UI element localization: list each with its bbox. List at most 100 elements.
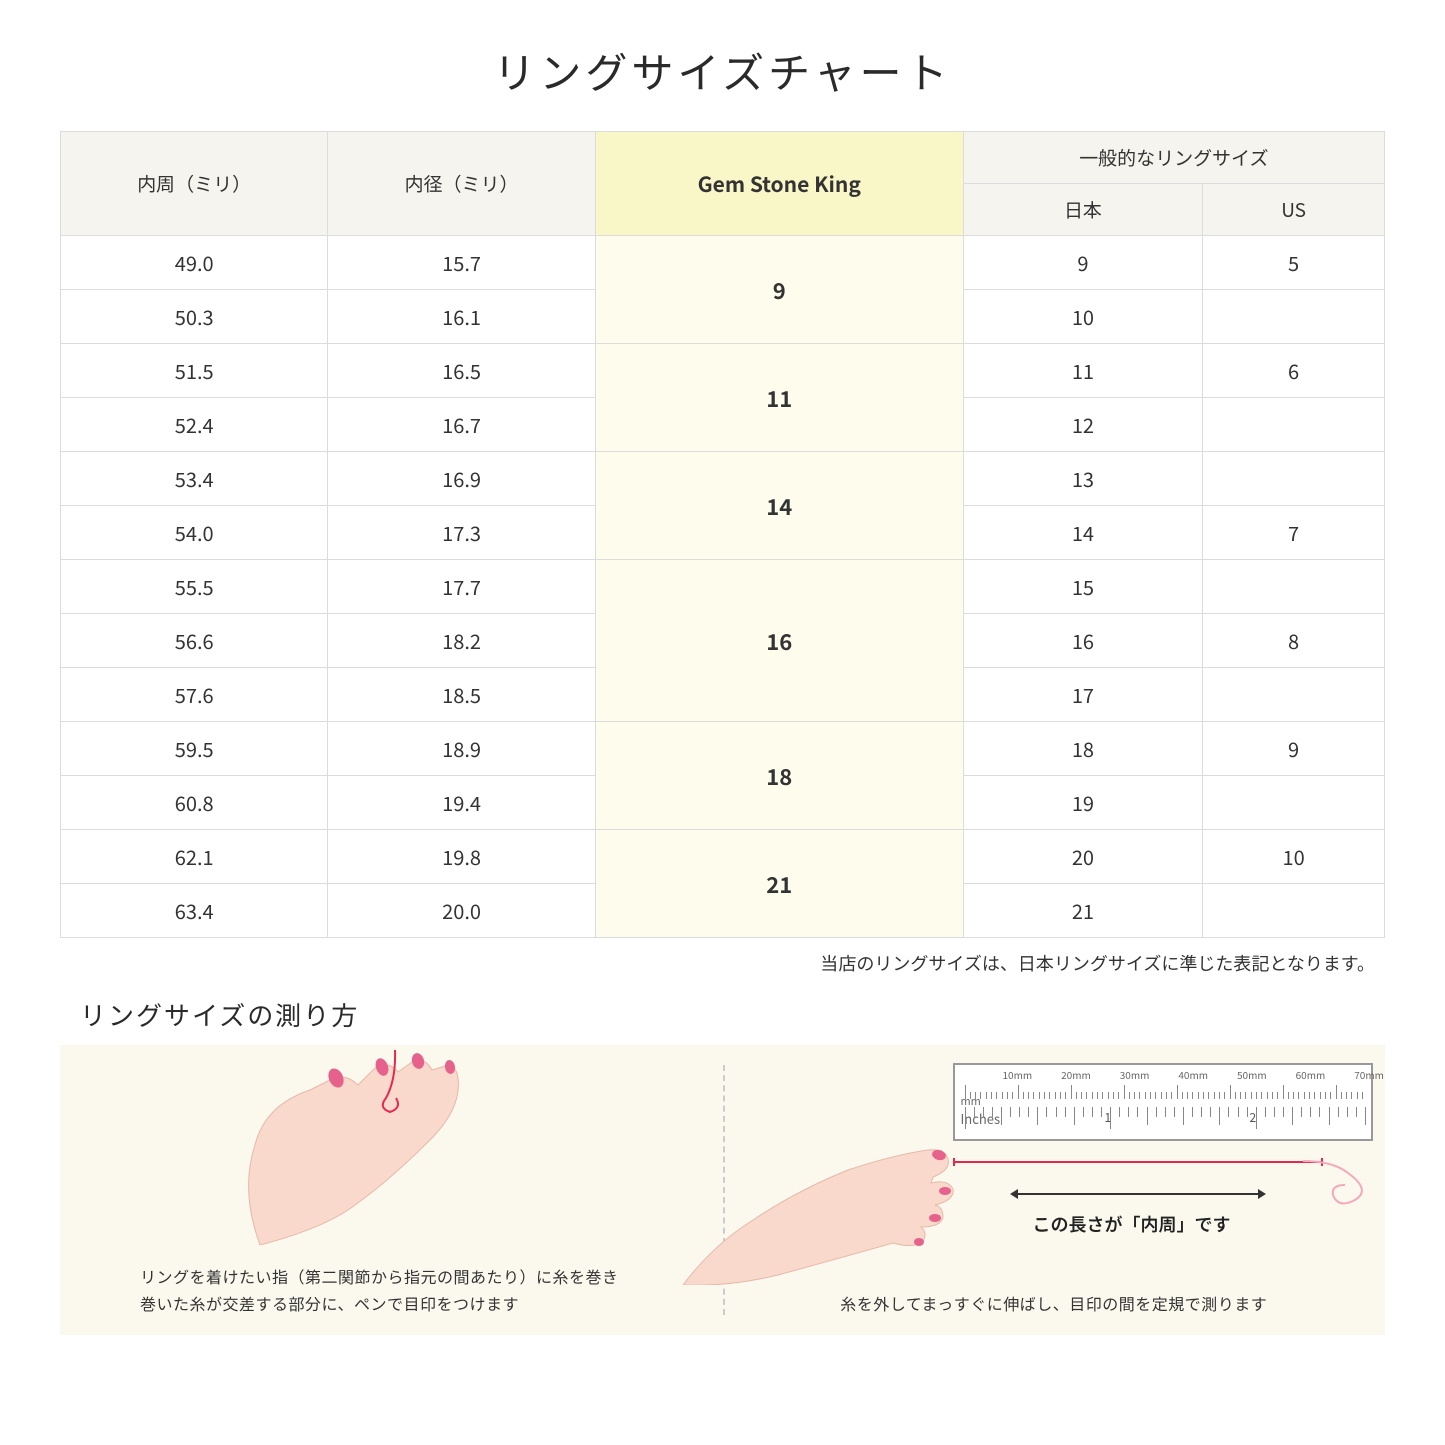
thread-swirl-icon: [1303, 1153, 1383, 1213]
cell-gsk: 11: [595, 344, 963, 452]
hand-pinch-icon: [683, 1115, 963, 1290]
cell-diameter: 19.4: [328, 776, 595, 830]
cell-japan: 18: [963, 722, 1202, 776]
instruction-panel: リングを着けたい指（第二関節から指元の間あたり）に糸を巻き 巻いた糸が交差する部…: [60, 1045, 1385, 1335]
hand-wrap-icon: [180, 1050, 500, 1250]
cell-circumference: 52.4: [61, 398, 328, 452]
cell-diameter: 17.7: [328, 560, 595, 614]
cell-us: [1203, 884, 1385, 938]
cell-us: 7: [1203, 506, 1385, 560]
cell-gsk: 14: [595, 452, 963, 560]
cell-circumference: 63.4: [61, 884, 328, 938]
table-row: 49.015.7995: [61, 236, 1385, 290]
instruction-left-caption: リングを着けたい指（第二関節から指元の間あたり）に糸を巻き 巻いた糸が交差する部…: [90, 1263, 693, 1317]
cell-gsk: 9: [595, 236, 963, 344]
cell-japan: 14: [963, 506, 1202, 560]
cell-us: 5: [1203, 236, 1385, 290]
cell-japan: 11: [963, 344, 1202, 398]
cell-diameter: 16.7: [328, 398, 595, 452]
instruction-left: リングを着けたい指（第二関節から指元の間あたり）に糸を巻き 巻いた糸が交差する部…: [60, 1045, 723, 1335]
cell-circumference: 50.3: [61, 290, 328, 344]
cell-us: [1203, 452, 1385, 506]
ruler-mm-labels: 10mm 20mm 30mm 40mm 50mm 60mm 70mm: [1003, 1067, 1384, 1082]
ruler-group: 10mm 20mm 30mm 40mm 50mm 60mm 70mm mm In…: [953, 1063, 1373, 1141]
cell-circumference: 54.0: [61, 506, 328, 560]
cell-us: [1203, 290, 1385, 344]
ring-size-table: 内周（ミリ） 内径（ミリ） Gem Stone King 一般的なリングサイズ …: [60, 131, 1385, 938]
cell-us: 9: [1203, 722, 1385, 776]
cell-japan: 10: [963, 290, 1202, 344]
ruler-mm-40: 40mm: [1178, 1067, 1208, 1082]
instruction-right-caption: 糸を外してまっすぐに伸ばし、目印の間を定規で測ります: [753, 1290, 1356, 1317]
cell-gsk: 18: [595, 722, 963, 830]
cell-diameter: 16.5: [328, 344, 595, 398]
cell-diameter: 16.9: [328, 452, 595, 506]
cell-circumference: 56.6: [61, 614, 328, 668]
th-diameter: 内径（ミリ）: [328, 132, 595, 236]
table-row: 55.517.71615: [61, 560, 1385, 614]
cell-circumference: 57.6: [61, 668, 328, 722]
cell-us: 6: [1203, 344, 1385, 398]
cell-gsk: 21: [595, 830, 963, 938]
ruler-mm-50: 50mm: [1237, 1067, 1267, 1082]
ruler-mm-60: 60mm: [1296, 1067, 1326, 1082]
cell-japan: 15: [963, 560, 1202, 614]
cell-japan: 13: [963, 452, 1202, 506]
th-circumference: 内周（ミリ）: [61, 132, 328, 236]
cell-us: 8: [1203, 614, 1385, 668]
cell-us: [1203, 668, 1385, 722]
cell-circumference: 51.5: [61, 344, 328, 398]
cell-japan: 16: [963, 614, 1202, 668]
measure-heading: リングサイズの測り方: [60, 996, 1385, 1033]
cell-gsk: 16: [595, 560, 963, 722]
cell-circumference: 49.0: [61, 236, 328, 290]
ruler-mm-20: 20mm: [1061, 1067, 1091, 1082]
ruler-mm-30: 30mm: [1120, 1067, 1150, 1082]
cell-circumference: 53.4: [61, 452, 328, 506]
ruler-mm-70: 70mm: [1354, 1067, 1384, 1082]
cell-circumference: 55.5: [61, 560, 328, 614]
table-row: 62.119.8212010: [61, 830, 1385, 884]
cell-us: [1203, 398, 1385, 452]
cell-japan: 20: [963, 830, 1202, 884]
ruler-in-1: 1: [1105, 1109, 1112, 1126]
cell-us: [1203, 776, 1385, 830]
instruction-left-line2: 巻いた糸が交差する部分に、ペンで目印をつけます: [140, 1291, 519, 1315]
table-row: 53.416.91413: [61, 452, 1385, 506]
th-general: 一般的なリングサイズ: [963, 132, 1384, 184]
thread-line-icon: [953, 1161, 1323, 1163]
cell-circumference: 60.8: [61, 776, 328, 830]
cell-diameter: 20.0: [328, 884, 595, 938]
table-note: 当店のリングサイズは、日本リングサイズに準じた表記となります。: [60, 950, 1385, 976]
th-gsk: Gem Stone King: [595, 132, 963, 236]
measure-arrow-icon: [1013, 1193, 1263, 1195]
table-body: 49.015.799550.316.11051.516.51111652.416…: [61, 236, 1385, 938]
cell-circumference: 62.1: [61, 830, 328, 884]
cell-japan: 21: [963, 884, 1202, 938]
cell-japan: 17: [963, 668, 1202, 722]
table-row: 51.516.511116: [61, 344, 1385, 398]
cell-japan: 9: [963, 236, 1202, 290]
ruler-icon: 10mm 20mm 30mm 40mm 50mm 60mm 70mm mm In…: [953, 1063, 1373, 1141]
instruction-right: 10mm 20mm 30mm 40mm 50mm 60mm 70mm mm In…: [723, 1045, 1386, 1335]
measure-arrow-label: この長さが「内周」です: [1033, 1211, 1231, 1237]
cell-diameter: 18.9: [328, 722, 595, 776]
cell-diameter: 19.8: [328, 830, 595, 884]
page-title: リングサイズチャート: [60, 40, 1385, 101]
cell-diameter: 16.1: [328, 290, 595, 344]
cell-diameter: 17.3: [328, 506, 595, 560]
ruler-in-2: 2: [1250, 1109, 1257, 1126]
cell-diameter: 18.2: [328, 614, 595, 668]
cell-diameter: 15.7: [328, 236, 595, 290]
cell-diameter: 18.5: [328, 668, 595, 722]
cell-us: 10: [1203, 830, 1385, 884]
ruler-mm-10: 10mm: [1003, 1067, 1033, 1082]
th-japan: 日本: [963, 184, 1202, 236]
cell-japan: 19: [963, 776, 1202, 830]
cell-japan: 12: [963, 398, 1202, 452]
ruler-in-unit: Inches: [961, 1109, 1001, 1128]
table-row: 59.518.918189: [61, 722, 1385, 776]
th-us: US: [1203, 184, 1385, 236]
cell-circumference: 59.5: [61, 722, 328, 776]
cell-us: [1203, 560, 1385, 614]
